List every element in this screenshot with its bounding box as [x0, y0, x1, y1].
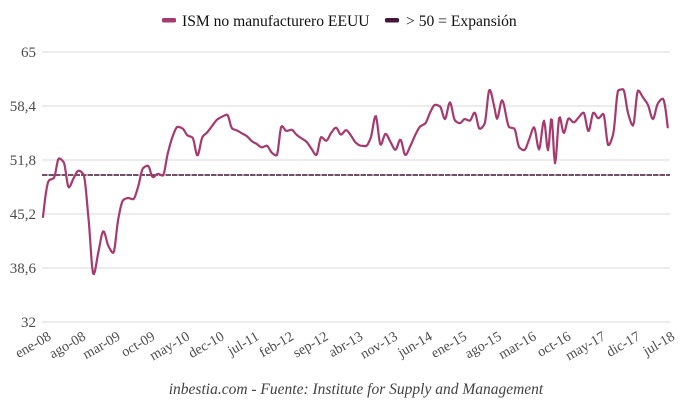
svg-text:ISM no manufacturero EEUU: ISM no manufacturero EEUU — [182, 13, 370, 30]
svg-text:inbestia.com - Fuente: Institu: inbestia.com - Fuente: Institute for Sup… — [169, 381, 544, 398]
svg-text:> 50 = Expansión: > 50 = Expansión — [406, 13, 517, 30]
svg-text:45,2: 45,2 — [10, 207, 36, 223]
svg-text:51,8: 51,8 — [10, 153, 36, 169]
svg-text:65: 65 — [21, 45, 36, 61]
svg-text:32: 32 — [21, 315, 36, 331]
svg-text:38,6: 38,6 — [10, 261, 37, 277]
svg-text:58,4: 58,4 — [10, 99, 37, 115]
